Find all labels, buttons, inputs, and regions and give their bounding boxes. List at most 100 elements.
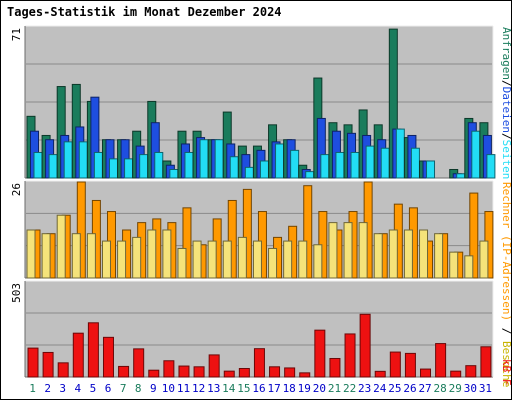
bar-kb-f-day-undefined [420, 368, 432, 378]
bar-seiten-day-6 [108, 158, 118, 179]
bar-besuche-day-undefined [71, 233, 81, 279]
bar-kb-f-day-undefined [435, 343, 447, 378]
bar-kb-f-day-undefined [27, 347, 39, 378]
bar-besuche-day-undefined [207, 240, 217, 279]
bar-besuche-day-undefined [449, 251, 459, 279]
x-tick-label: 23 [358, 382, 371, 395]
bar-seiten-day-20 [320, 154, 330, 179]
bar-kb-f-day-undefined [72, 332, 84, 378]
y-axis-label: kB F [500, 359, 511, 386]
bar-rechner-ip-adressen--day-undefined [182, 207, 192, 279]
bar-seiten-day-27 [426, 160, 436, 179]
bar-seiten-day-21 [335, 151, 345, 179]
y-axis-label-part: Anfragen [500, 27, 511, 80]
bar-seiten-day-12 [199, 139, 209, 179]
bar-seiten-day-14 [229, 156, 239, 179]
bar-besuche-day-undefined [147, 229, 157, 279]
x-tick-label: 31 [479, 382, 492, 395]
bar-besuche-day-undefined [268, 247, 278, 279]
x-tick-label: 17 [267, 382, 280, 395]
x-tick-label: 21 [328, 382, 341, 395]
x-tick-label: 14 [222, 382, 236, 395]
x-tick-label: 2 [44, 382, 51, 395]
x-tick-label: 25 [388, 382, 401, 395]
x-tick-label: 3 [59, 382, 66, 395]
bar-kb-f-day-undefined [57, 362, 69, 378]
bar-kb-f-day-undefined [299, 372, 311, 378]
y-max-label: 26 [10, 183, 23, 196]
x-tick-label: 4 [75, 382, 82, 395]
bar-seiten-day-4 [78, 141, 88, 179]
bar-seiten-day-2 [48, 154, 58, 179]
y-axis-label-part: Besuche [500, 341, 511, 387]
bar-besuche-day-undefined [328, 222, 338, 279]
y-axis-label: Rechner (IP-Adressen) / Besuche [500, 182, 511, 387]
y-max-label: 71 [10, 28, 23, 41]
bar-kb-f-day-undefined [480, 346, 492, 378]
bar-rechner-ip-adressen--day-undefined [76, 181, 86, 279]
x-tick-label: 22 [343, 382, 356, 395]
bar-besuche-day-undefined [419, 229, 429, 279]
bar-seiten-day-3 [63, 141, 73, 179]
bar-kb-f-day-undefined [314, 329, 326, 378]
x-tick-label: 19 [298, 382, 311, 395]
bar-besuche-day-undefined [26, 229, 36, 279]
bar-besuche-day-undefined [237, 236, 247, 279]
bar-seiten-day-26 [410, 147, 420, 179]
bar-besuche-day-undefined [162, 229, 172, 279]
x-tick-label: 1 [29, 382, 36, 395]
bar-seiten-day-5 [93, 151, 103, 179]
bar-rechner-ip-adressen--day-undefined [469, 192, 479, 279]
y-axis-label-part: Rechner (IP-Adressen) [500, 182, 511, 321]
bar-kb-f-day-undefined [133, 348, 145, 378]
x-tick-label: 7 [120, 382, 127, 395]
bar-seiten-day-9 [154, 151, 164, 179]
x-tick-label: 24 [373, 382, 387, 395]
bar-seiten-day-11 [184, 151, 194, 179]
bar-kb-f-day-undefined [238, 368, 250, 378]
bar-seiten-day-30 [471, 130, 481, 179]
bar-seiten-day-19 [305, 171, 315, 179]
bar-kb-f-day-undefined [178, 365, 190, 378]
bar-besuche-day-undefined [464, 255, 474, 279]
y-axis-label-part: / [500, 133, 511, 140]
bar-rechner-ip-adressen--day-undefined [227, 199, 237, 279]
x-tick-label: 28 [434, 382, 447, 395]
bar-kb-f-day-undefined [344, 333, 356, 378]
bar-rechner-ip-adressen--day-undefined [242, 188, 252, 279]
bar-kb-f-day-undefined [102, 336, 114, 378]
x-tick-label: 26 [403, 382, 416, 395]
bar-besuche-day-undefined [283, 240, 293, 279]
bar-seiten-day-29 [456, 173, 466, 179]
bar-kb-f-day-undefined [359, 313, 371, 378]
x-tick-label: 18 [283, 382, 296, 395]
bar-kb-f-day-undefined [284, 367, 296, 378]
bar-seiten-day-13 [214, 139, 224, 179]
bar-kb-f-day-undefined [404, 352, 416, 378]
x-tick-label: 8 [135, 382, 142, 395]
bar-kb-f-day-undefined [118, 365, 130, 378]
panel-3: 503 kB F [10, 280, 512, 386]
bar-besuche-day-undefined [434, 233, 444, 279]
bar-besuche-day-undefined [101, 240, 111, 279]
bar-besuche-day-undefined [177, 247, 187, 279]
bar-kb-f-day-undefined [253, 348, 265, 378]
x-tick-label: 16 [252, 382, 265, 395]
y-axis-label: Anfragen/Dateien/Seiten [500, 27, 511, 179]
x-tick-label: 5 [90, 382, 97, 395]
y-axis-label-part: Seiten [500, 140, 511, 180]
bar-kb-f-day-undefined [208, 354, 220, 378]
bar-kb-f-day-undefined [374, 370, 386, 378]
x-tick-label: 29 [449, 382, 462, 395]
x-tick-label: 15 [237, 382, 250, 395]
bar-kb-f-day-undefined [223, 370, 235, 378]
x-tick-label: 11 [177, 382, 190, 395]
bar-seiten-day-22 [350, 151, 360, 179]
bar-kb-f-day-undefined [87, 322, 99, 378]
x-tick-label: 12 [192, 382, 205, 395]
bar-kb-f-day-undefined [269, 366, 281, 378]
bar-besuche-day-undefined [388, 229, 398, 279]
bar-besuche-day-undefined [298, 240, 308, 279]
